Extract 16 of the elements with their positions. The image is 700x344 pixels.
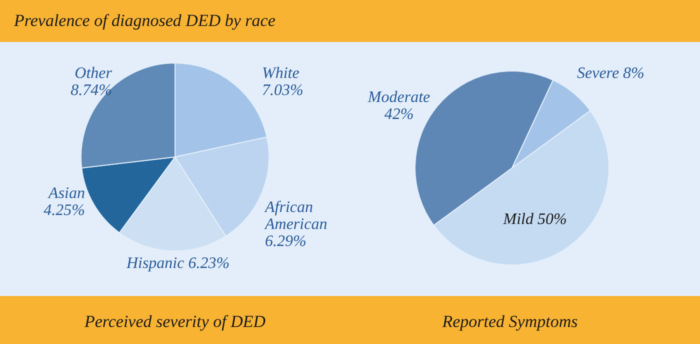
slice-label: Other [74, 65, 113, 82]
text: Perceived severity of DED [83, 312, 266, 331]
data-label: 6.29% [265, 233, 306, 250]
slice-label: White [262, 65, 300, 82]
slice-label: Severe 8% [577, 65, 644, 82]
slice-label: African American [264, 199, 328, 233]
data-label: 42% [384, 106, 414, 123]
data-label: 4.25% [44, 202, 85, 219]
chart-title: Prevalence of diagnosed DED by race [13, 11, 276, 30]
slice-label: Mild 50% [502, 211, 567, 228]
slice-label: Hispanic 6.23% [125, 255, 230, 272]
data-label: 7.03% [262, 82, 304, 99]
slice-label: Asian [48, 185, 85, 202]
slice-label: Moderate [366, 89, 430, 106]
data-label: 8.74% [70, 82, 112, 99]
text: Reported Symptoms [441, 312, 578, 331]
